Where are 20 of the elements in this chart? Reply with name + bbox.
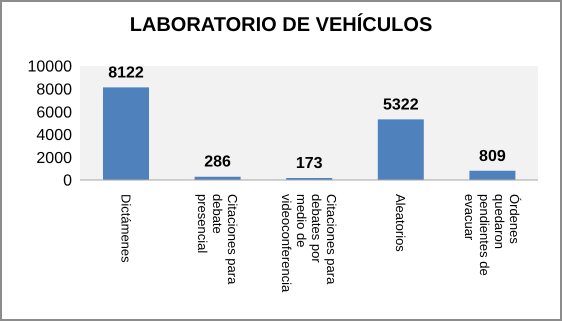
y-tick-label: 8000: [36, 81, 72, 98]
y-tick-label: 2000: [36, 150, 72, 167]
data-label: 5322: [383, 96, 419, 114]
y-tick-label: 4000: [36, 127, 72, 144]
x-tick-label: Citaciones para debate presencial: [194, 194, 240, 286]
x-tick-label: Órdenes quedaron pendientes de evacuar: [462, 194, 522, 276]
chart-title: LABORATORIO DE VEHÍCULOS: [128, 14, 434, 37]
y-tick-label: 0: [63, 172, 72, 190]
data-label: 173: [296, 155, 323, 172]
bar: [103, 87, 149, 180]
y-tick-label: 6000: [36, 104, 72, 122]
bar: [469, 170, 516, 180]
bar: [194, 176, 241, 180]
data-label: 8122: [108, 64, 144, 82]
bar: [378, 119, 424, 180]
data-label: 286: [204, 154, 232, 171]
x-tick-label: Dictámenes: [118, 194, 134, 264]
data-label: 809: [479, 148, 506, 165]
y-tick-label: 10000: [28, 58, 72, 76]
x-tick-label: Aleatorios: [393, 194, 408, 252]
